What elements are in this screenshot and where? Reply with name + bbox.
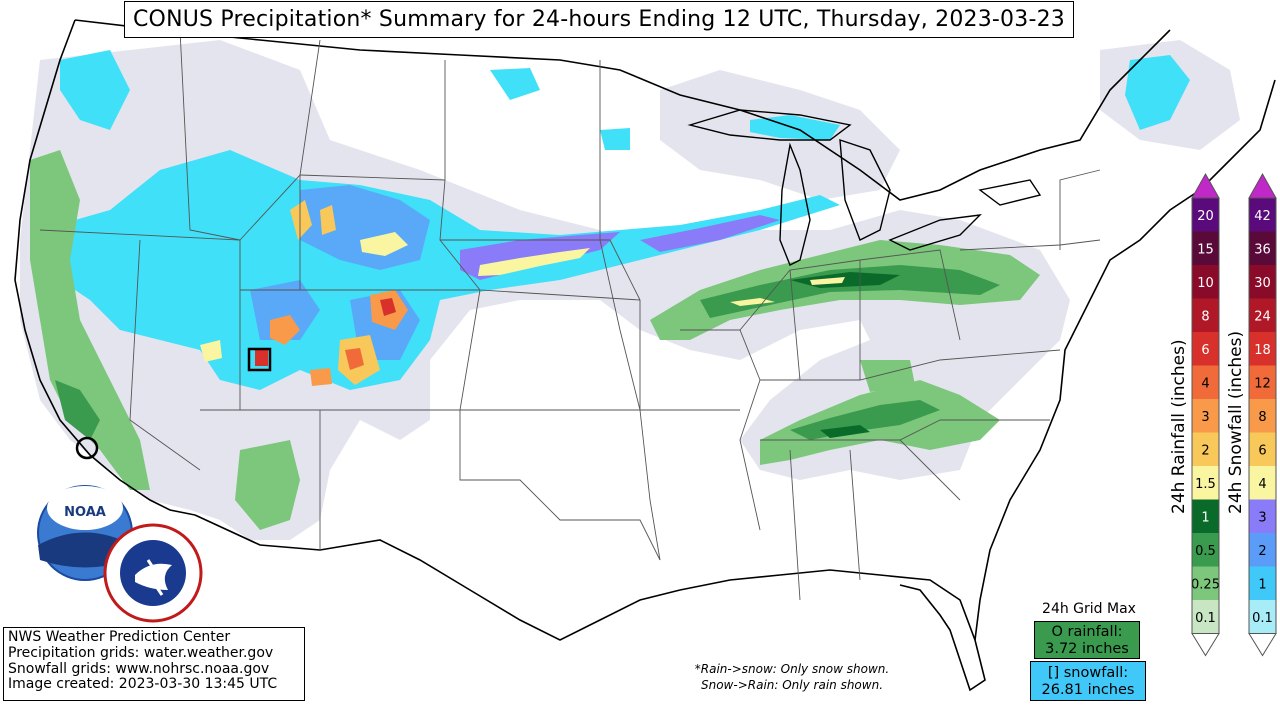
snowfall-colorbar-border	[1248, 197, 1277, 634]
snowfall-colorbar-swatch	[1249, 600, 1276, 634]
snowfall-colorbar-swatch	[1249, 198, 1276, 232]
rainfall-colorbar-tick-label: 1	[1201, 510, 1209, 525]
rainfall-colorbar-tick-label: 2	[1201, 443, 1209, 458]
rainfall-colorbar-swatch	[1192, 399, 1219, 433]
snowfall-colorbar-tick-label: 36	[1254, 242, 1271, 257]
snowfall-colorbar-tick-label: 3	[1258, 510, 1266, 525]
snowfall-colorbar-tick-label: 0.1	[1252, 611, 1273, 626]
snowfall-max-label: [] snowfall:	[1047, 665, 1129, 681]
rainfall-colorbar-tick-label: 20	[1197, 209, 1214, 224]
rainfall-colorbar: 20 15 10 8 6 4 3 2 1.5 1 0.5 0.25 0.1	[1191, 172, 1220, 657]
credit-line-4: Image created: 2023-03-30 13:45 UTC	[8, 676, 278, 693]
snowfall-colorbar-swatch	[1249, 265, 1276, 299]
credit-line-1: NWS Weather Prediction Center	[8, 629, 231, 645]
snowfall-colorbar-swatch	[1249, 399, 1276, 433]
snowfall-colorbar-tick-label: 12	[1254, 376, 1271, 391]
max-snowfall-marker	[247, 347, 272, 372]
snowfall-max-value: 26.81 inches	[1041, 682, 1135, 698]
lake-michigan	[779, 142, 811, 266]
rainfall-colorbar-swatch	[1192, 231, 1219, 265]
rainfall-colorbar-tick-label: 6	[1201, 343, 1209, 358]
rainfall-colorbar-tick-label: 0.25	[1191, 577, 1220, 592]
credit-line-2: Precipitation grids: water.weather.gov	[8, 644, 274, 661]
snowfall-colorbar-tick-label: 42	[1254, 209, 1271, 224]
snowfall-colorbar-swatch	[1249, 432, 1276, 466]
rainfall-colorbar-tick-label: 10	[1197, 276, 1214, 291]
snowfall-colorbar-swatch	[1249, 466, 1276, 500]
snowfall-colorbar-swatch	[1249, 499, 1276, 533]
nws-logo	[103, 523, 203, 623]
rainfall-colorbar-swatch	[1192, 432, 1219, 466]
snowfall-scale-title: 24h Snowfall (inches)	[1226, 330, 1246, 514]
geographic-boundaries	[14, 19, 1276, 692]
snowfall-colorbar-swatch	[1249, 298, 1276, 332]
snowfall-colorbar: 42 36 30 24 18 12 8 6 4 3 2 1 0.1	[1248, 172, 1277, 657]
snowfall-colorbar-swatch	[1249, 332, 1276, 366]
rainfall-colorbar-swatch	[1192, 600, 1219, 634]
snowfall-colorbar-swatch	[1249, 566, 1276, 600]
rainfall-colorbar-swatch	[1192, 466, 1219, 500]
grid-max-label: 24h Grid Max	[1042, 601, 1136, 617]
snowfall-colorbar-tick-label: 4	[1258, 477, 1266, 492]
lake-ontario	[978, 179, 1042, 206]
great-lakes	[687, 109, 1042, 266]
rainfall-colorbar-swatch	[1192, 533, 1219, 567]
rainfall-colorbar-swatch	[1192, 332, 1219, 366]
noaa-logo-text: NOAA	[64, 505, 106, 520]
heavy-snow-layer	[200, 200, 590, 386]
rainfall-max-box: O rainfall: 3.72 inches	[1034, 621, 1140, 659]
footnote-line-1: *Rain->snow: Only snow shown.	[694, 662, 890, 676]
lake-huron	[839, 139, 891, 241]
snowfall-colorbar-tick-label: 18	[1254, 343, 1271, 358]
state-borders	[39, 29, 1101, 601]
rainfall-colorbar-swatch	[1192, 198, 1219, 232]
snowfall-colorbar-swatch	[1249, 231, 1276, 265]
mexico-border	[194, 514, 681, 641]
rainfall-colorbar-swatch	[1192, 265, 1219, 299]
rainfall-colorbar-tick-label: 8	[1201, 309, 1209, 324]
pacific-coastline	[14, 19, 196, 516]
lake-erie	[888, 214, 982, 251]
snowfall-colorbar-tick-label: 2	[1258, 544, 1266, 559]
rainfall-colorbar-swatch	[1192, 365, 1219, 399]
snowfall-max-box: [] snowfall: 26.81 inches	[1030, 661, 1146, 701]
footnote-line-2: Snow->Rain: Only rain shown.	[700, 678, 884, 692]
snowfall-colorbar-swatch	[1249, 365, 1276, 399]
rain-layer	[30, 150, 1040, 530]
snowfall-colorbar-swatch	[1249, 533, 1276, 567]
rainfall-scale-title: 24h Rainfall (inches)	[1169, 339, 1189, 514]
canada-border	[74, 19, 1171, 201]
snowfall-colorbar-tick-label: 6	[1258, 443, 1266, 458]
rainfall-colorbar-tick-label: 15	[1197, 242, 1214, 257]
footnote: *Rain->snow: Only snow shown. Snow->Rain…	[672, 661, 912, 693]
rainfall-colorbar-tick-label: 1.5	[1195, 477, 1216, 492]
rainfall-max-value: 3.72 inches	[1045, 641, 1129, 657]
rainfall-colorbar-tick-label: 3	[1201, 410, 1209, 425]
snowfall-colorbar-tick-label: 1	[1258, 577, 1266, 592]
rainfall-colorbar-swatch	[1192, 566, 1219, 600]
rainfall-colorbar-swatch	[1192, 298, 1219, 332]
snowfall-colorbar-tick-label: 24	[1254, 309, 1271, 324]
rainfall-colorbar-tick-label: 4	[1201, 376, 1209, 391]
rainfall-colorbar-tick-label: 0.1	[1195, 611, 1216, 626]
snowfall-colorbar-tick-label: 8	[1258, 410, 1266, 425]
rainfall-max-label: O rainfall:	[1051, 624, 1123, 640]
max-rainfall-marker	[75, 436, 99, 460]
rainfall-colorbar-swatch	[1192, 499, 1219, 533]
rainfall-colorbar-border	[1191, 197, 1220, 634]
rainfall-colorbar-tick-label: 0.5	[1195, 544, 1216, 559]
page-title: CONUS Precipitation* Summary for 24-hour…	[124, 1, 1074, 38]
snowfall-colorbar-tick-label: 30	[1254, 276, 1271, 291]
credits-box: NWS Weather Prediction Center Precipitat…	[3, 627, 305, 701]
atlantic-coastline	[974, 79, 1276, 641]
credit-line-3: Snowfall grids: www.nohrsc.noaa.gov	[8, 660, 270, 677]
lake-superior	[687, 109, 852, 141]
